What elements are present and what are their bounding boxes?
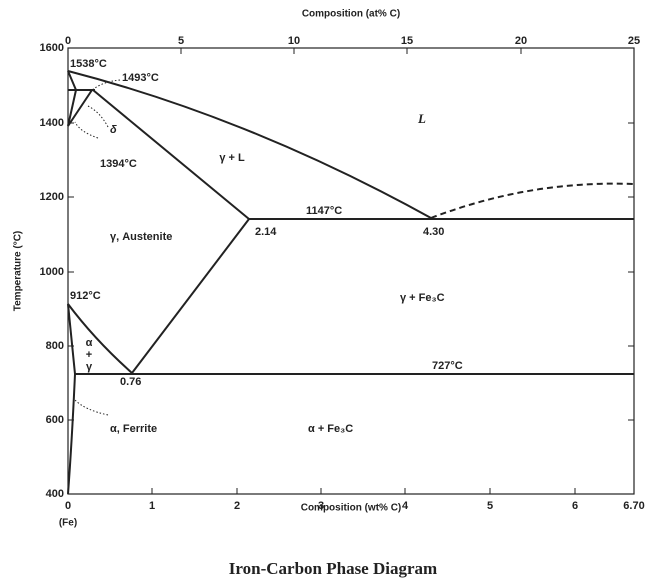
annotation: 727°C bbox=[432, 360, 463, 372]
ticks: 0 5 10 15 20 25 0 1 2 3 4 5 6 6.70 1600 … bbox=[40, 35, 645, 512]
left-tick: 800 bbox=[46, 340, 64, 352]
annotation: 1147°C bbox=[306, 205, 342, 217]
top-tick: 0 bbox=[65, 35, 71, 47]
bottom-tick: 2 bbox=[234, 500, 240, 512]
annotation: L bbox=[417, 111, 426, 126]
annotation: 912°C bbox=[70, 290, 101, 302]
top-tick: 20 bbox=[515, 35, 527, 47]
annotation: γ + L bbox=[219, 152, 245, 164]
phase-lines bbox=[67, 70, 635, 495]
bottom-tick: 5 bbox=[487, 500, 493, 512]
top-tick: 10 bbox=[288, 35, 300, 47]
bottom-tick: 1 bbox=[149, 500, 155, 512]
title: Iron-Carbon Phase Diagram bbox=[229, 559, 437, 578]
annotation: α bbox=[86, 337, 93, 349]
left-tick: 1200 bbox=[40, 191, 64, 203]
left-tick: 1400 bbox=[40, 117, 64, 129]
annotation: δ bbox=[110, 124, 117, 136]
bottom-tick: 6.70 bbox=[623, 500, 644, 512]
annotation: 4.30 bbox=[423, 226, 444, 238]
left-tick: 1000 bbox=[40, 266, 64, 278]
bottom-tick: 4 bbox=[402, 500, 409, 512]
left-tick: 600 bbox=[46, 414, 64, 426]
left-axis-label: Temperature (°C) bbox=[13, 231, 24, 312]
top-axis-label: Composition (at% C) bbox=[302, 9, 400, 20]
annotation: γ, Austenite bbox=[110, 231, 172, 243]
annotation: γ bbox=[86, 361, 93, 373]
annotations: 1538°C 1493°C 1394°C δ L γ + L 1147°C 2.… bbox=[70, 58, 463, 435]
frame bbox=[67, 47, 635, 495]
bottom-tick: 0 bbox=[65, 500, 71, 512]
bottom-tick: 6 bbox=[572, 500, 578, 512]
axis-labels: Composition (at% C) Composition (wt% C) … bbox=[13, 9, 438, 578]
annotation: α + Fe₃C bbox=[308, 423, 353, 435]
annotation: 0.76 bbox=[120, 376, 141, 388]
annotation: 1394°C bbox=[100, 158, 137, 170]
left-tick: 1600 bbox=[40, 42, 64, 54]
annotation: + bbox=[86, 349, 92, 361]
annotation: 1538°C bbox=[70, 58, 107, 70]
top-tick: 5 bbox=[178, 35, 184, 47]
top-tick: 25 bbox=[628, 35, 640, 47]
bottom-axis-label: Composition (wt% C) bbox=[301, 503, 402, 514]
bottom-tick: 3 bbox=[318, 500, 324, 512]
annotation: γ + Fe₃C bbox=[400, 292, 445, 304]
top-tick: 15 bbox=[401, 35, 413, 47]
origin-note: (Fe) bbox=[59, 518, 77, 529]
annotation: α, Ferrite bbox=[110, 423, 157, 435]
annotation: 1493°C bbox=[122, 72, 159, 84]
left-tick: 400 bbox=[46, 488, 64, 500]
annotation: 2.14 bbox=[255, 226, 277, 238]
